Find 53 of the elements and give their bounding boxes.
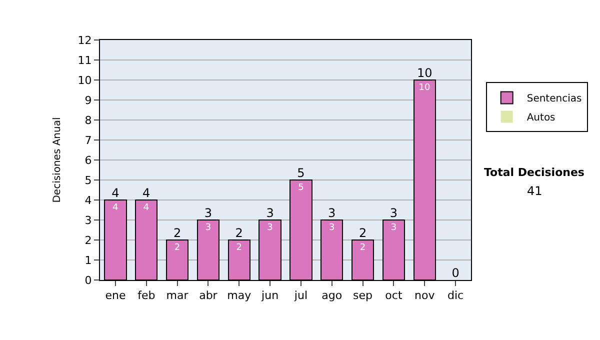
total-label: 3 (328, 206, 336, 220)
x-tick-label: mar (166, 289, 189, 302)
total-label: 3 (266, 206, 274, 220)
y-tick-label: 11 (78, 54, 92, 67)
legend-label: Sentencias (526, 94, 582, 105)
x-tick-label: jun (260, 289, 279, 302)
total-label: 4 (112, 186, 120, 200)
y-tick-label: 6 (84, 154, 92, 167)
data-label: 3 (267, 223, 273, 233)
data-label: 4 (112, 203, 118, 213)
legend-label: Autos (526, 112, 556, 124)
text: 41 (527, 184, 542, 198)
total-label: 3 (390, 206, 398, 220)
x-tick-label: dic (447, 289, 464, 302)
x-tick-label: jul (293, 289, 308, 302)
y-tick-label: 10 (78, 74, 92, 87)
y-tick-label: 2 (84, 234, 92, 247)
total-label: 3 (204, 206, 212, 220)
x-tick-label: nov (414, 289, 436, 302)
data-label: 3 (205, 223, 212, 233)
total-label: 2 (173, 226, 182, 240)
y-axis-title: Decisiones Anual (52, 117, 63, 203)
y-tick-label: 8 (84, 114, 92, 127)
data-label: 5 (298, 183, 304, 193)
x-tick-label: abr (199, 289, 218, 302)
y-tick-label: 4 (84, 194, 92, 207)
total-label: 10 (416, 66, 432, 80)
total-label: 2 (358, 226, 367, 240)
data-label: 2 (236, 243, 242, 253)
data-label: 10 (418, 83, 430, 93)
y-tick-label: 9 (84, 94, 92, 107)
y-tick-label: 12 (78, 34, 92, 47)
y-tick-label: 5 (84, 174, 92, 187)
x-tick-label: ago (322, 289, 342, 302)
y-tick-label: 3 (84, 214, 92, 227)
total-label: 4 (142, 186, 150, 200)
data-label: 3 (390, 223, 397, 233)
total-label: 5 (297, 166, 305, 180)
data-label: 2 (174, 243, 180, 253)
data-label: 2 (360, 243, 366, 253)
x-tick-label: feb (138, 289, 156, 302)
y-tick-label: 7 (84, 134, 92, 147)
total-label: 2 (235, 226, 243, 240)
text: Total Decisiones (484, 166, 585, 179)
y-tick-label: 0 (84, 274, 92, 287)
x-tick-label: sep (353, 289, 373, 302)
total-label: 0 (452, 266, 460, 280)
x-tick-label: ene (105, 289, 126, 302)
data-label: 3 (329, 223, 335, 233)
y-tick-label: 1 (84, 254, 92, 267)
x-tick-label: may (227, 289, 252, 302)
x-tick-label: oct (385, 289, 403, 302)
data-label: 4 (143, 203, 150, 213)
